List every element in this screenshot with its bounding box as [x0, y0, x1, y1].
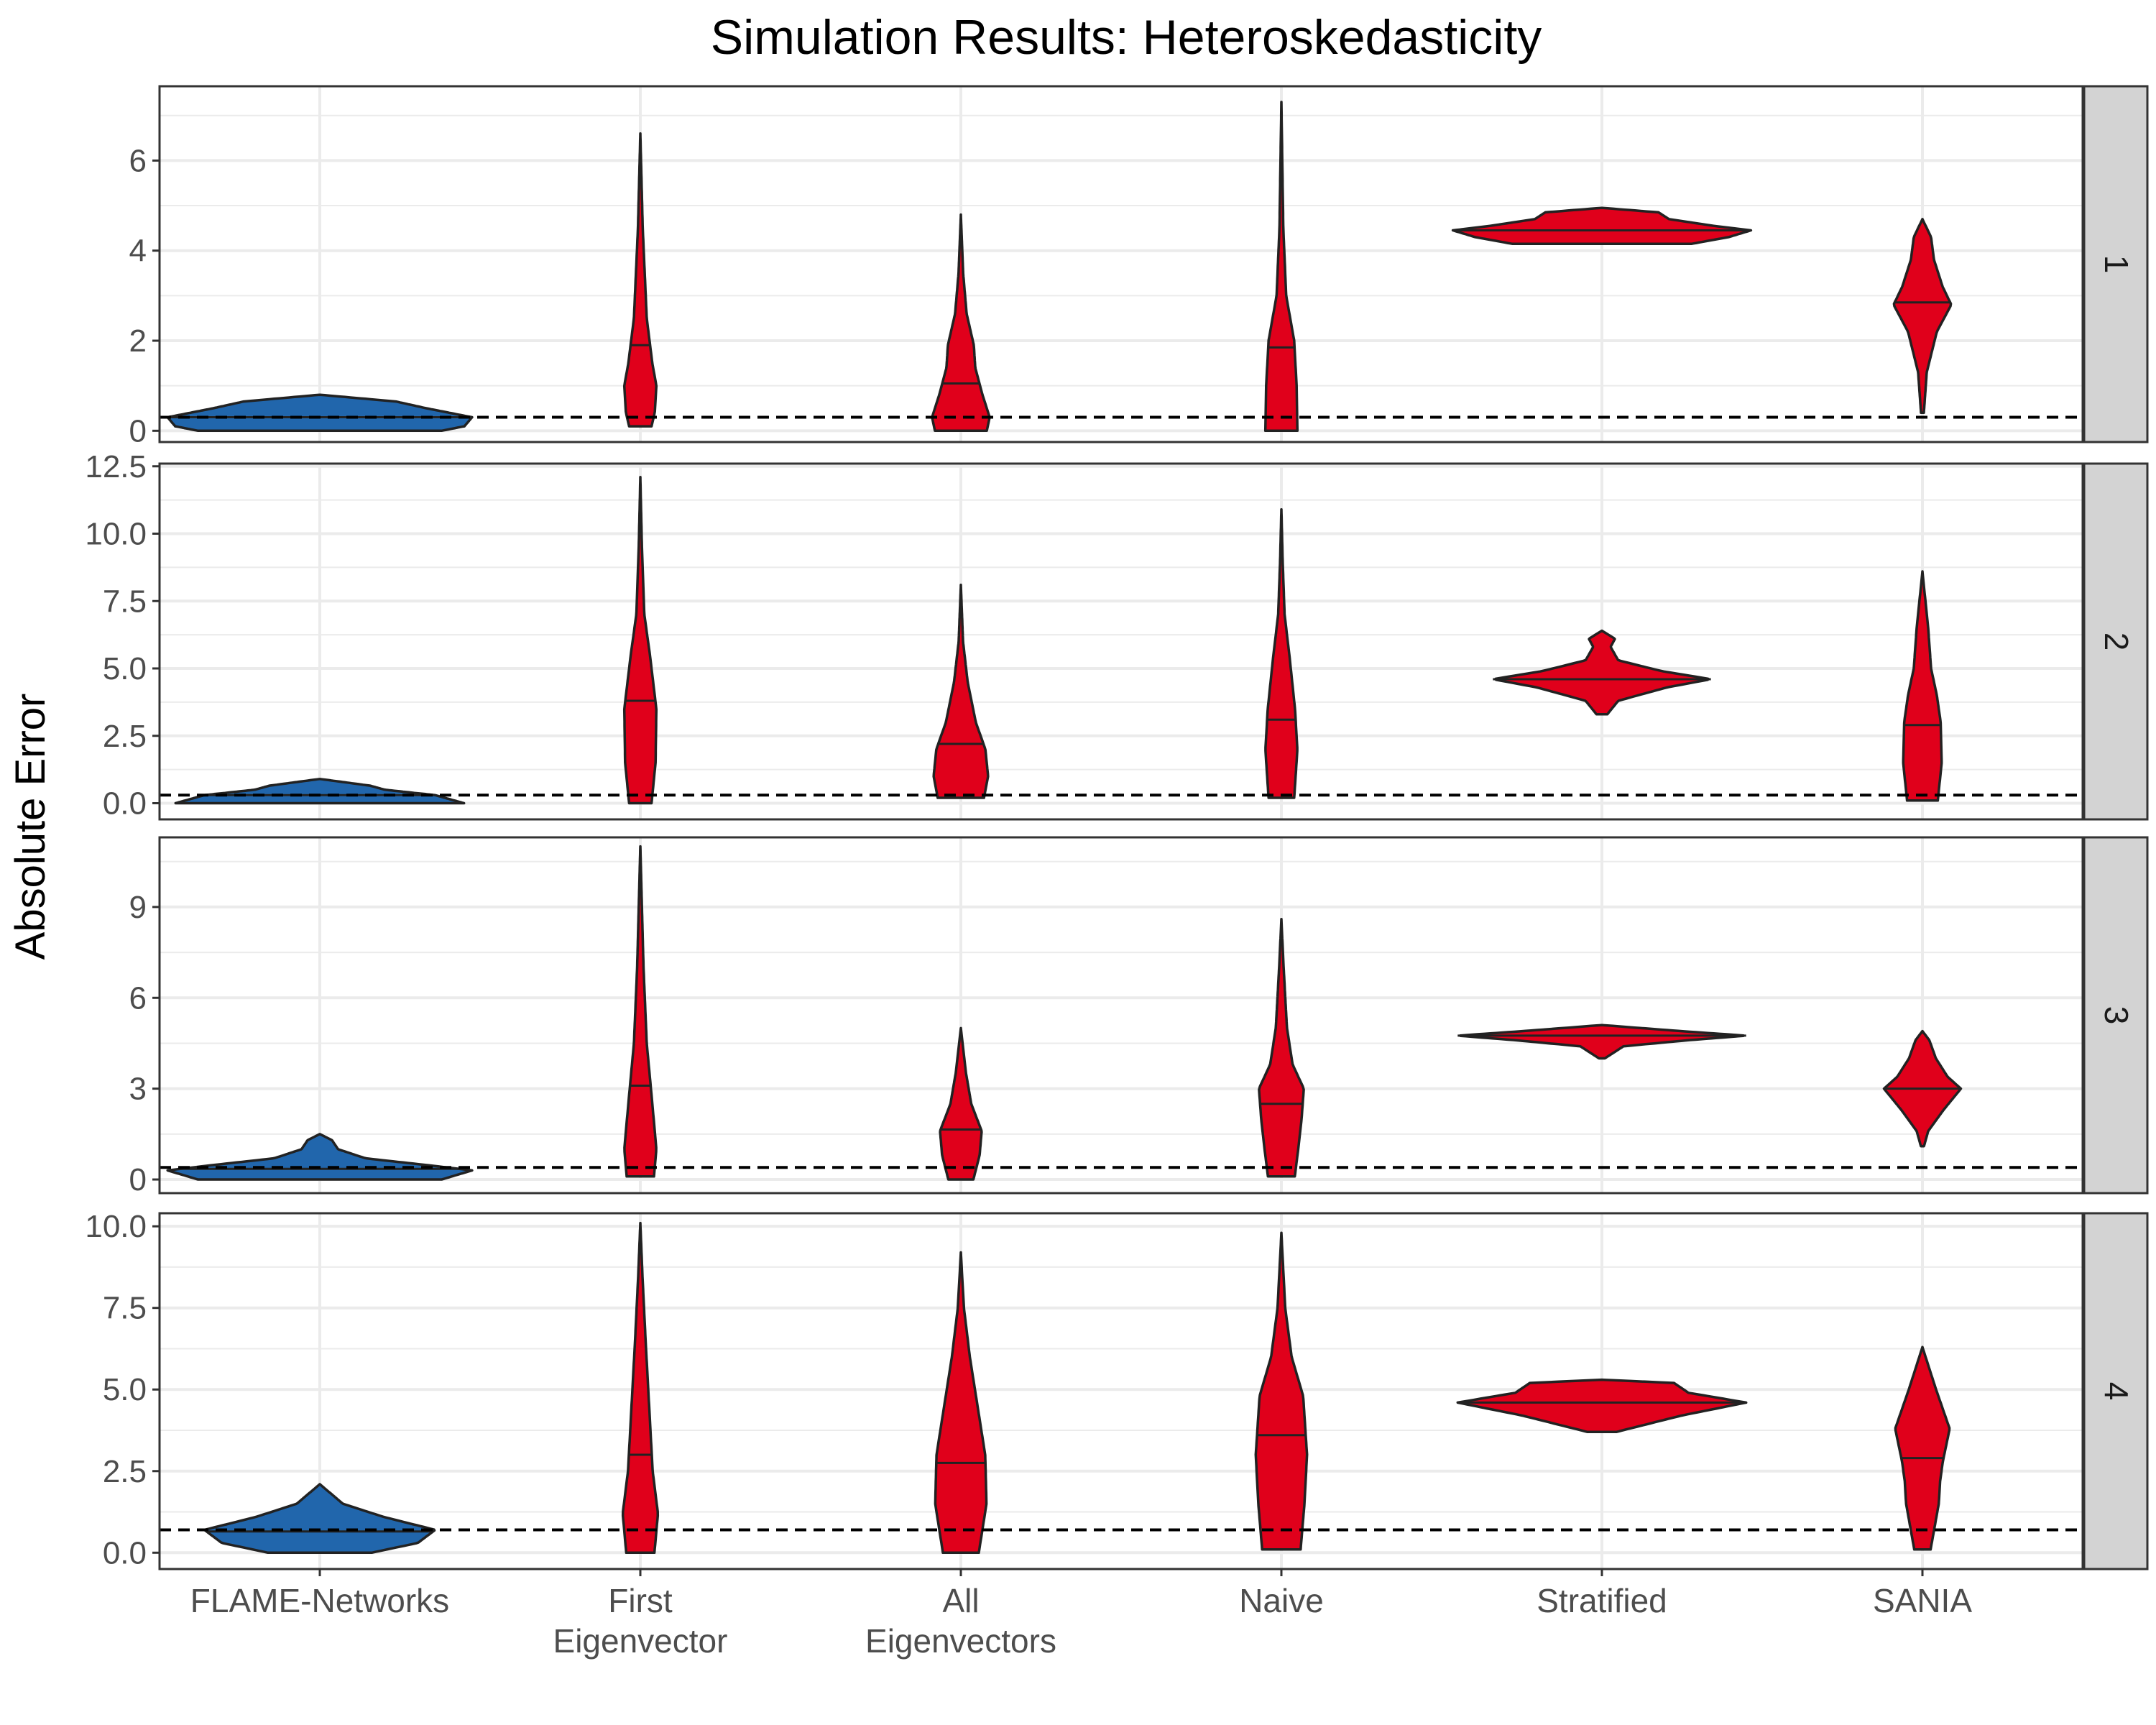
y-tick-label: 10.0: [85, 517, 147, 552]
y-tick-label: 7.5: [103, 584, 147, 619]
violin-2: [623, 845, 658, 1178]
y-axis-title: Absolute Error: [7, 694, 54, 960]
violin-5: [1494, 629, 1710, 716]
violin-4: [1258, 917, 1305, 1178]
y-tick-label: 0: [129, 413, 147, 448]
violin-2: [622, 476, 658, 805]
violin-5: [1451, 206, 1753, 246]
y-tick-label: 5.0: [103, 651, 147, 686]
panel-border: [158, 836, 2084, 1195]
panel-border: [158, 85, 2084, 443]
x-tick-label: First Eigenvector: [553, 1582, 728, 1660]
violin-1: [166, 393, 474, 433]
y-tick-label: 0.0: [103, 786, 147, 822]
panel-background: [160, 837, 2083, 1193]
facet-strip: [2083, 836, 2149, 1195]
x-tick-label: Stratified: [1537, 1582, 1667, 1619]
panel-1: 0 2 4 6 1: [129, 85, 2149, 448]
violin-3: [931, 213, 991, 433]
facet-strip-label: 2: [2098, 632, 2135, 651]
y-tick-label: 0: [129, 1162, 147, 1197]
panel-border: [158, 462, 2084, 821]
violin-4: [1264, 508, 1299, 799]
y-tick-label: 10.0: [85, 1209, 147, 1244]
panel-4: 0.0 2.5 5.0 7.5 10.0 4: [85, 1209, 2149, 1570]
y-tick-label: 5.0: [103, 1372, 147, 1407]
panel-background: [160, 464, 2083, 819]
x-axis: FLAME-Networks First Eigenvector All Eigenve…: [190, 1569, 1972, 1660]
y-tick-label: 3: [129, 1072, 147, 1107]
y-tick-label: 4: [129, 234, 147, 269]
x-tick-label: FLAME-Networks: [190, 1582, 449, 1619]
panel-background: [160, 86, 2083, 442]
chart-title: Simulation Results: Heteroskedasticity: [711, 10, 1542, 65]
y-tick-label: 6: [129, 980, 147, 1016]
y-tick-label: 12.5: [85, 449, 147, 484]
violin-4: [1254, 1231, 1309, 1551]
violin-5: [1459, 1024, 1745, 1060]
facet-strip: [2083, 462, 2149, 821]
violin-4: [1263, 101, 1299, 433]
y-tick-label: 2.5: [103, 1454, 147, 1489]
facet-strip: [2083, 85, 2149, 443]
facet-strip: [2083, 1212, 2149, 1570]
violin-3: [934, 1251, 988, 1555]
x-tick-label: Naive: [1239, 1582, 1324, 1619]
panel-border: [158, 1212, 2084, 1570]
y-tick-label: 9: [129, 890, 147, 925]
x-tick-label: SANIA: [1873, 1582, 1972, 1619]
violin-6: [1902, 570, 1943, 802]
y-tick-label: 6: [129, 143, 147, 178]
facet-strip-label: 3: [2098, 1006, 2135, 1025]
violin-5: [1456, 1378, 1748, 1434]
facet-strip-label: 4: [2098, 1382, 2135, 1401]
panel-3: 0 3 6 9 3: [129, 836, 2149, 1197]
y-tick-label: 7.5: [103, 1291, 147, 1326]
y-tick-label: 0.0: [103, 1535, 147, 1570]
y-tick-label: 2.5: [103, 719, 147, 754]
panel-2: 0.0 2.5 5.0 7.5 10.0 12.5 2: [85, 449, 2149, 822]
violin-6: [1892, 218, 1953, 415]
violin-2: [622, 132, 658, 428]
y-tick-label: 2: [129, 323, 147, 359]
x-tick-label: All Eigenvectors: [865, 1582, 1056, 1660]
panels: 024610.02.55.07.510.012.52036930.02.55.0…: [85, 85, 2149, 1570]
violin-6: [1894, 1346, 1951, 1551]
facet-strip-label: 1: [2098, 255, 2135, 274]
violin-2: [621, 1221, 660, 1555]
panel-background: [160, 1213, 2083, 1569]
